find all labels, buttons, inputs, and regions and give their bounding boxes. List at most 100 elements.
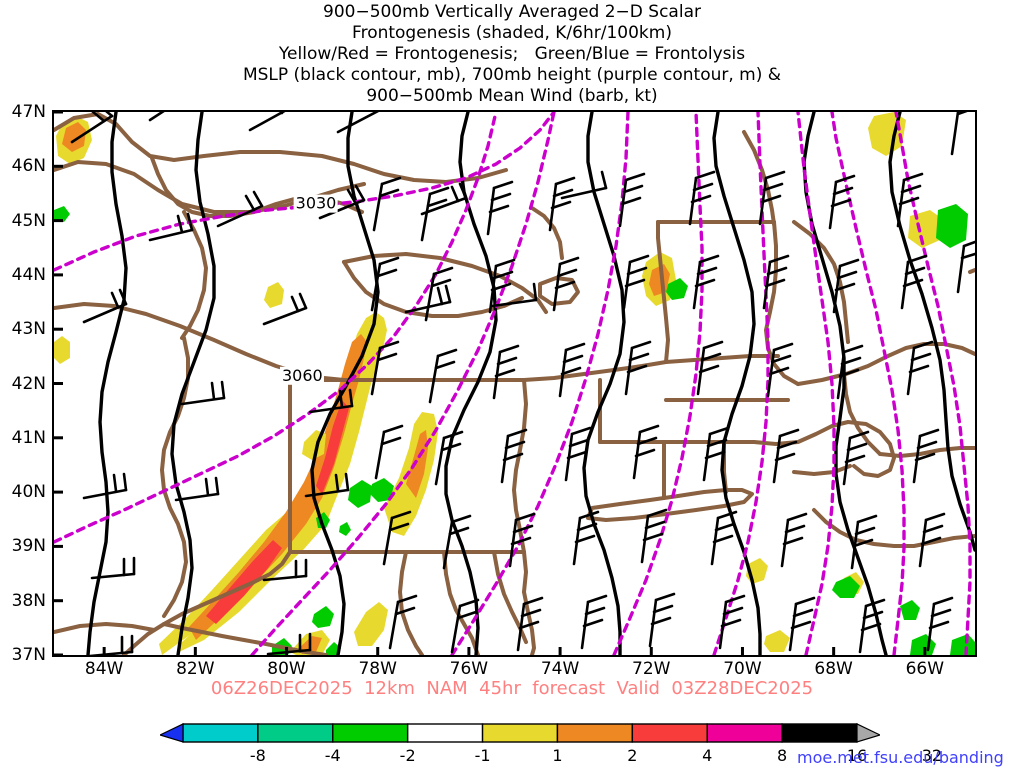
wind-barb	[308, 388, 354, 414]
wind-barb	[648, 592, 676, 648]
contour-value-labels: 3030 3060	[279, 194, 338, 385]
title-line-4: MSLP (black contour, mb), 700mb height (…	[242, 65, 782, 85]
wind-barb	[516, 596, 544, 652]
wind-barb	[420, 186, 450, 242]
wind-barb	[580, 594, 608, 650]
wind-barb	[370, 340, 400, 396]
x-axis-tick-label: 76W	[449, 659, 489, 679]
title-line-5: 900−500mb Mean Wind (barb, kt)	[366, 86, 658, 106]
wind-barb	[486, 180, 514, 236]
colorbar-band	[631, 723, 708, 743]
x-axis-tick-label: 84W	[84, 659, 124, 679]
colorbar-tick-label: -1	[474, 746, 491, 765]
wind-barb	[772, 428, 800, 484]
wind-barb	[89, 634, 134, 655]
colorbar-tick-label: -2	[399, 746, 416, 765]
x-axis-tick-label: 70W	[723, 659, 762, 679]
wind-barb	[488, 258, 516, 314]
wind-barb	[572, 510, 600, 566]
chart-title-block: 900−500mb Vertically Averaged 2−D Scalar…	[0, 2, 1024, 107]
colorbar-under-arrow	[160, 723, 184, 743]
wind-barb	[262, 292, 308, 326]
wind-barb	[82, 472, 128, 500]
wind-barb	[702, 426, 730, 482]
colorbar-tick-label: 4	[702, 746, 713, 765]
title-line-2: Frontogenesis (shaded, K/6hr/100km)	[352, 23, 672, 43]
colorbar-band	[257, 723, 334, 743]
wind-barb	[420, 182, 468, 216]
y-axis-tick-label: 45N	[11, 210, 46, 231]
wind-barb	[262, 558, 308, 582]
y-axis-tick-label: 39N	[11, 536, 46, 557]
wind-barb	[372, 176, 402, 232]
wind-barb	[918, 512, 946, 568]
wind-barb	[490, 282, 538, 308]
colorbar-tick-label: -8	[249, 746, 266, 765]
wind-barb	[434, 430, 464, 486]
wind-barb	[90, 556, 136, 580]
wind-barb	[82, 288, 128, 324]
x-axis-tick-label: 72W	[632, 659, 671, 679]
x-axis-tick-label: 74W	[540, 659, 580, 679]
wind-barb	[492, 344, 520, 400]
wind-barb	[552, 256, 580, 312]
forecast-caption: 06Z26DEC2025 12km NAM 45hr forecast Vali…	[210, 678, 814, 699]
wind-barb	[926, 596, 954, 652]
wind-barb	[692, 254, 720, 310]
colorbar-over-arrow	[856, 723, 880, 743]
wind-barb	[710, 510, 738, 566]
y-axis-tick-label: 43N	[11, 319, 46, 340]
svg-text:3060: 3060	[282, 366, 323, 385]
wind-barb	[148, 212, 194, 242]
wind-barb	[766, 342, 794, 398]
colorbar-band	[332, 723, 409, 743]
map-background	[54, 112, 975, 655]
wind-barb	[318, 184, 366, 220]
colorbar-graphic	[160, 723, 880, 743]
y-axis-tick-label: 41N	[11, 427, 46, 448]
wind-barb	[450, 598, 480, 654]
x-axis-tick-label: 68W	[814, 659, 853, 679]
wind-barb	[180, 380, 226, 406]
colorbar-band	[481, 723, 559, 743]
wind-barb	[70, 112, 114, 144]
wind-barb	[956, 240, 975, 294]
title-line-1: 900−500mb Vertically Averaged 2−D Scalar	[323, 2, 701, 22]
colorbar-tick-label: 2	[627, 746, 638, 765]
wind-barb	[336, 112, 379, 134]
wind-barbs	[70, 112, 975, 655]
colorbar-tick-label: 32	[921, 746, 943, 765]
wind-barb	[900, 254, 928, 310]
wind-barb	[370, 256, 400, 312]
colorbar-band	[781, 723, 858, 743]
y-axis-tick-label: 47N	[11, 102, 46, 122]
wind-barb	[906, 340, 934, 396]
wind-barb	[622, 254, 650, 310]
x-tick-marks	[102, 647, 927, 657]
wind-barb	[718, 594, 746, 650]
wind-barb	[508, 512, 536, 568]
wind-barb	[850, 514, 878, 570]
wind-barb	[500, 428, 528, 484]
wind-barb	[564, 426, 592, 482]
wind-barb	[548, 176, 576, 232]
colorbar-band	[556, 723, 634, 743]
title-line-3: Yellow/Red = Frontogenesis; Green/Blue =…	[278, 44, 746, 64]
wind-barb	[832, 258, 860, 314]
wind-barb	[842, 430, 870, 486]
wind-barb	[696, 340, 724, 396]
wind-barb	[624, 340, 652, 396]
wind-barb	[762, 254, 790, 310]
wind-barb	[388, 594, 418, 650]
wind-barb	[688, 170, 716, 226]
wind-barb	[382, 510, 412, 566]
wind-barb	[442, 514, 472, 570]
wind-barb	[424, 266, 454, 322]
x-axis-tick-label: 80W	[267, 659, 306, 679]
wind-barb	[632, 424, 660, 480]
wind-barb	[148, 112, 165, 122]
wind-barb	[374, 424, 404, 480]
wind-barb	[912, 428, 940, 484]
map-plot-area: 3030 3060	[52, 110, 977, 657]
